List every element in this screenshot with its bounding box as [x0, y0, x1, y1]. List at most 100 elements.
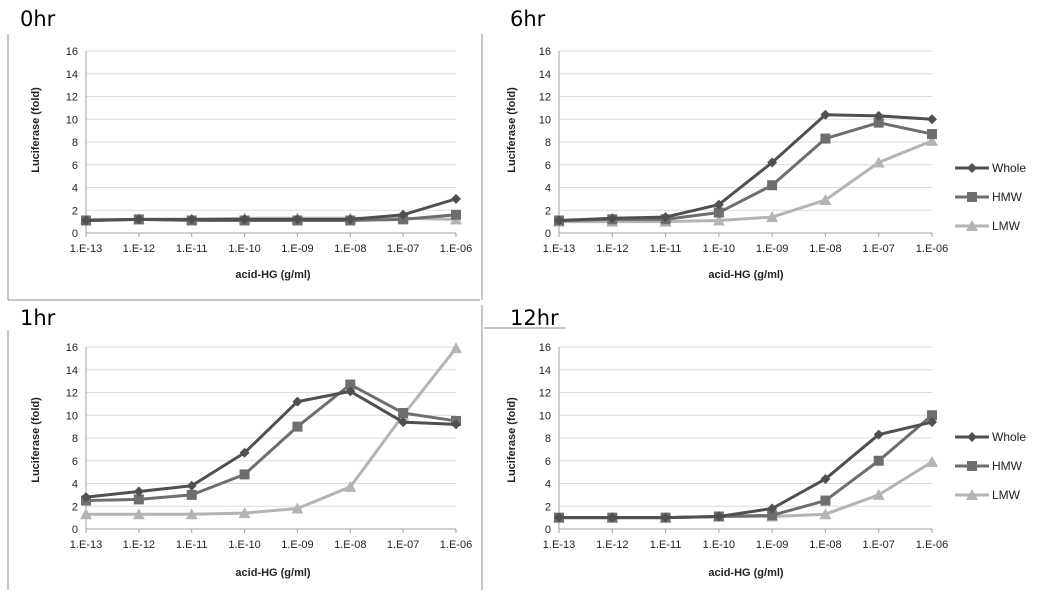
- data-point-lmw: [926, 134, 938, 146]
- data-point-hmw: [713, 207, 724, 218]
- x-tick-label: 1.E-09: [756, 539, 788, 551]
- legend-marker-lmw: [966, 220, 978, 231]
- y-tick-label: 12: [66, 388, 78, 400]
- y-tick-label: 16: [539, 342, 551, 354]
- data-point-whole: [873, 110, 884, 121]
- data-point-whole: [660, 512, 671, 523]
- data-point-whole: [451, 419, 461, 430]
- data-point-hmw: [239, 469, 250, 480]
- y-tick-label: 10: [539, 410, 551, 422]
- x-tick-label: 1.E-12: [596, 243, 628, 255]
- data-point-whole: [186, 480, 197, 491]
- y-tick-label: 0: [72, 228, 78, 240]
- y-tick-label: 14: [539, 69, 551, 81]
- data-point-hmw: [451, 209, 461, 220]
- series-line-hmw: [85, 383, 457, 503]
- data-point-whole: [133, 214, 144, 225]
- data-point-whole: [554, 215, 564, 226]
- x-tick-label: 1.E-09: [756, 243, 788, 255]
- x-tick-label: 1.E-08: [809, 243, 841, 255]
- legend-marker-hmw: [967, 192, 977, 202]
- y-tick-label: 6: [545, 456, 551, 468]
- data-point-hmw: [345, 379, 356, 390]
- y-tick-label: 16: [66, 342, 78, 354]
- data-point-lmw: [819, 508, 832, 520]
- data-point-hmw: [820, 495, 831, 506]
- y-tick-label: 10: [66, 114, 78, 126]
- y-tick-label: 4: [545, 183, 551, 195]
- data-point-lmw: [926, 455, 938, 467]
- x-tick-label: 1.E-07: [387, 243, 419, 255]
- data-point-lmw: [80, 508, 92, 520]
- x-tick-label: 1.E-10: [703, 243, 735, 255]
- y-tick-label: 8: [545, 137, 551, 149]
- x-tick-label: 1.E-10: [703, 539, 735, 551]
- y-tick-label: 8: [72, 433, 78, 445]
- series-line-lmw: [559, 139, 933, 224]
- series-line-lmw: [86, 347, 458, 516]
- x-tick-label: 1.E-06: [440, 539, 472, 551]
- data-point-whole: [713, 199, 724, 210]
- legend-marker-whole: [967, 163, 977, 173]
- data-point-lmw: [872, 156, 885, 168]
- y-tick-label: 14: [539, 365, 551, 377]
- x-axis-label: acid-HG (g/ml): [235, 567, 311, 579]
- y-tick-label: 14: [66, 69, 78, 81]
- series-line-whole: [85, 197, 457, 222]
- x-tick-label: 1.E-06: [916, 539, 948, 551]
- y-tick-label: 10: [539, 114, 551, 126]
- chart-title: 12hr: [510, 306, 559, 330]
- y-tick-label: 12: [539, 388, 551, 400]
- data-point-whole: [607, 213, 618, 224]
- y-axis-label: Luciferase (fold): [506, 397, 518, 483]
- y-axis-label: Luciferase (fold): [30, 397, 42, 483]
- x-tick-label: 1.E-06: [440, 243, 472, 255]
- x-tick-label: 1.E-06: [916, 243, 948, 255]
- data-point-lmw: [450, 342, 462, 354]
- data-point-whole: [81, 492, 91, 503]
- x-tick-label: 1.E-09: [281, 243, 313, 255]
- chart-panel-12hr: 12hr Luciferase (fold) acid-HG (g/ml) 0 2…: [506, 306, 1026, 579]
- y-tick-label: 4: [545, 479, 551, 491]
- legend-marker-hmw: [967, 461, 977, 471]
- legend-label-lmw: LMW: [992, 488, 1021, 502]
- data-point-whole: [713, 511, 724, 522]
- data-point-whole: [345, 386, 356, 397]
- y-tick-label: 12: [539, 92, 551, 104]
- data-point-whole: [820, 109, 831, 120]
- data-point-lmw: [238, 507, 251, 519]
- x-tick-label: 1.E-09: [281, 539, 313, 551]
- y-axis-label: Luciferase (fold): [506, 87, 518, 173]
- legend-label-lmw: LMW: [992, 219, 1021, 233]
- x-tick-label: 1.E-11: [650, 539, 682, 551]
- x-tick-label: 1.E-10: [228, 243, 260, 255]
- y-tick-label: 6: [545, 160, 551, 172]
- y-tick-label: 2: [72, 501, 78, 513]
- y-tick-label: 2: [545, 501, 551, 513]
- data-point-whole: [927, 417, 937, 428]
- data-point-hmw: [820, 133, 831, 144]
- y-tick-label: 0: [545, 524, 551, 536]
- x-axis-label: acid-HG (g/ml): [235, 269, 311, 281]
- data-point-whole: [292, 214, 303, 225]
- data-point-whole: [451, 193, 461, 204]
- series-line-whole: [558, 113, 933, 222]
- data-point-whole: [873, 429, 884, 440]
- y-tick-label: 8: [72, 137, 78, 149]
- chart-title: 6hr: [510, 7, 546, 31]
- y-tick-label: 16: [66, 46, 78, 58]
- x-tick-label: 1.E-13: [543, 243, 575, 255]
- data-point-lmw: [766, 211, 779, 223]
- y-tick-label: 10: [66, 410, 78, 422]
- data-point-whole: [239, 214, 250, 225]
- series-line-whole: [559, 420, 933, 520]
- y-tick-label: 14: [66, 365, 78, 377]
- data-point-lmw: [344, 480, 357, 492]
- y-tick-label: 16: [539, 46, 551, 58]
- x-tick-label: 1.E-07: [387, 539, 419, 551]
- y-tick-label: 2: [545, 205, 551, 217]
- chart-title: 1hr: [20, 306, 56, 330]
- data-point-hmw: [292, 421, 303, 432]
- data-point-whole: [767, 503, 778, 514]
